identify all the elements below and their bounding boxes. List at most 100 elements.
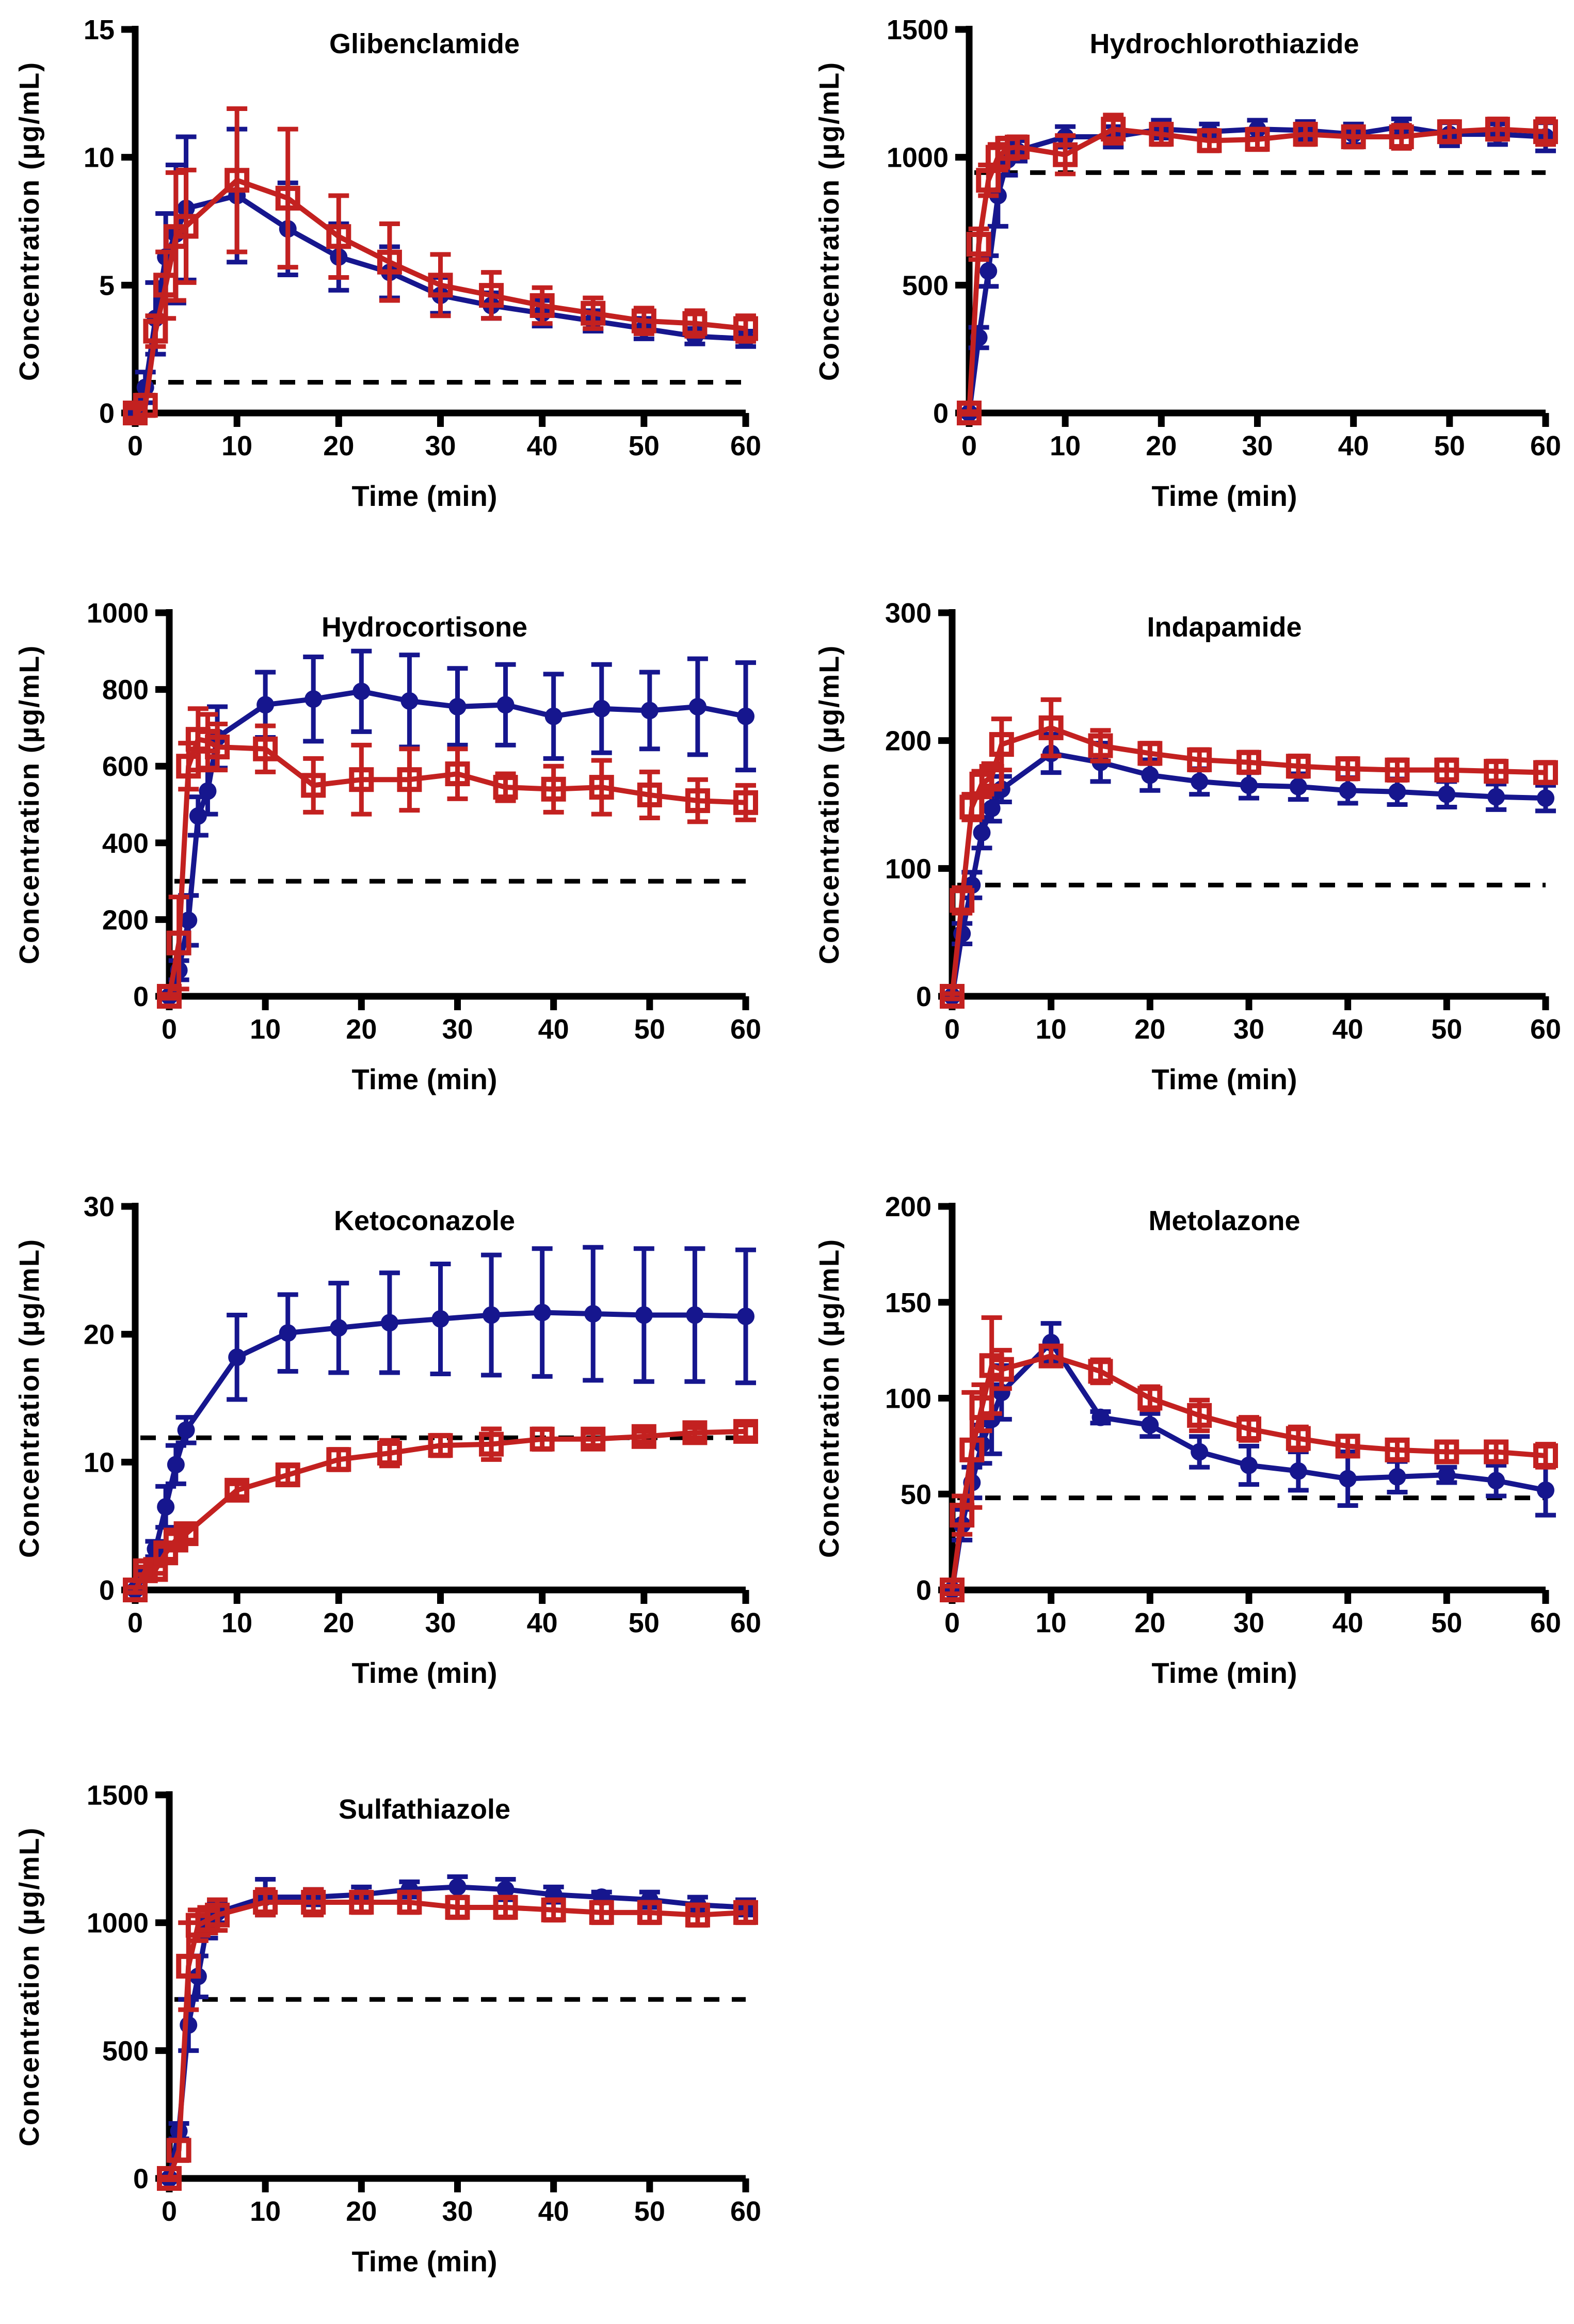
y-tick-label: 200 (102, 904, 149, 935)
data-point-square (733, 1419, 758, 1444)
x-tick-label: 60 (730, 1607, 761, 1638)
data-point-square (1484, 1439, 1509, 1465)
data-point-square (1137, 1386, 1163, 1411)
y-tick-label: 400 (102, 828, 149, 859)
data-point-square (275, 1462, 300, 1488)
x-tick-label: 60 (1530, 431, 1561, 461)
x-tick-label: 50 (1431, 1607, 1462, 1638)
series-red-open-squares (123, 106, 758, 425)
x-tick-label: 30 (425, 431, 456, 461)
panel-title: Hydrochlorothiazide (1089, 28, 1359, 59)
data-point-square (301, 1890, 326, 1915)
series-blue-filled-circles (959, 116, 1556, 422)
x-tick-label: 30 (1233, 1607, 1264, 1638)
axes: 0 50 100 150 200 0 10 20 30 40 50 60 (885, 1191, 1561, 1638)
plot-svg: 0 5 10 15 0 10 20 30 40 50 60 (84, 14, 761, 461)
data-point-square (589, 775, 614, 800)
chart-panel-metolazone: 0 50 100 150 200 0 10 20 30 40 50 60 Metolazone Con… (800, 1177, 1574, 1745)
data-point-square (541, 776, 566, 802)
data-point-square (397, 767, 422, 792)
data-point-circle (448, 698, 467, 716)
data-point-square (1038, 1343, 1064, 1368)
series-line (133, 178, 746, 415)
y-tick-label: 10 (84, 142, 115, 173)
data-point-circle (496, 1881, 515, 1899)
data-point-square (1335, 1434, 1360, 1459)
plot-svg: 0 500 1000 1500 0 10 20 30 40 50 60 (87, 1780, 761, 2227)
data-point-circle (533, 1303, 551, 1322)
data-point-circle (228, 1348, 246, 1366)
data-point-square (173, 1521, 199, 1547)
x-tick-label: 0 (944, 1607, 960, 1638)
series-line (167, 1884, 746, 2179)
y-tick-label: 1500 (87, 1780, 149, 1811)
data-point-square (529, 1426, 555, 1452)
data-point-square (1187, 1403, 1212, 1428)
data-point-circle (544, 707, 563, 725)
y-tick-label: 0 (933, 398, 949, 429)
data-point-circle (1487, 788, 1505, 806)
data-point-square (1389, 124, 1414, 150)
data-point-square (326, 224, 351, 249)
data-point-circle (304, 690, 323, 708)
data-point-circle (635, 1306, 653, 1324)
x-tick-label: 20 (1134, 1607, 1165, 1638)
data-point-square (969, 1395, 994, 1421)
data-point-square (445, 761, 470, 787)
x-tick-label: 50 (629, 431, 660, 461)
data-point-square (377, 249, 402, 275)
data-point-square (1385, 1437, 1410, 1462)
data-point-square (224, 1477, 250, 1503)
series-red-open-squares (157, 706, 758, 1009)
y-tick-label: 100 (885, 853, 931, 884)
data-point-circle (1141, 1416, 1159, 1434)
data-point-square (989, 732, 1014, 757)
data-point-circle (973, 823, 991, 841)
data-point-square (959, 1437, 985, 1462)
y-tick-label: 1500 (887, 14, 949, 45)
axes: 0 5 10 15 0 10 20 30 40 50 60 (84, 14, 761, 461)
data-point-square (1236, 1416, 1261, 1441)
y-tick-label: 500 (102, 2035, 149, 2066)
series-line (967, 124, 1546, 413)
data-point-circle (496, 696, 515, 714)
data-point-square (157, 2166, 182, 2191)
y-axis-label: Concentration (µg/mL) (14, 1826, 45, 2147)
y-tick-label: 100 (885, 1383, 931, 1414)
data-point-circle (431, 1310, 449, 1328)
data-point-square (176, 754, 201, 779)
data-point-square (253, 1890, 278, 1915)
data-point-square (682, 1420, 708, 1445)
axes: 0 500 1000 1500 0 10 20 30 40 50 60 (887, 14, 1561, 461)
x-tick-label: 10 (221, 431, 252, 461)
y-tick-label: 1000 (87, 1908, 149, 1939)
y-tick-label: 500 (902, 270, 949, 301)
data-point-circle (1191, 1443, 1209, 1461)
data-point-circle (448, 1878, 467, 1896)
data-point-circle (177, 1421, 195, 1439)
y-tick-label: 800 (102, 675, 149, 706)
data-point-square (989, 1357, 1014, 1382)
chart-panel-indapamide: 0 100 200 300 0 10 20 30 40 50 60 Indapamide Conce… (800, 583, 1574, 1151)
data-point-square (479, 283, 504, 308)
data-point-circle (686, 1306, 704, 1324)
series-red-open-squares (123, 1419, 758, 1602)
data-point-square (349, 1890, 374, 1915)
data-point-square (1293, 122, 1318, 147)
x-tick-label: 0 (961, 431, 977, 461)
data-point-circle (199, 782, 217, 800)
data-point-square (1485, 117, 1510, 142)
data-point-circle (1339, 782, 1357, 800)
axes: 0 500 1000 1500 0 10 20 30 40 50 60 (87, 1780, 761, 2227)
data-point-circle (189, 807, 207, 825)
x-axis-label: Time (min) (351, 2245, 497, 2278)
x-tick-label: 10 (250, 1014, 281, 1045)
data-point-square (1236, 750, 1261, 775)
data-point-circle (737, 707, 754, 725)
data-point-square (1053, 142, 1078, 167)
y-axis-label: Concentration (µg/mL) (814, 644, 845, 965)
x-tick-label: 60 (1530, 1607, 1561, 1638)
y-axis-label: Concentration (µg/mL) (14, 61, 45, 381)
y-tick-label: 0 (99, 1575, 115, 1606)
